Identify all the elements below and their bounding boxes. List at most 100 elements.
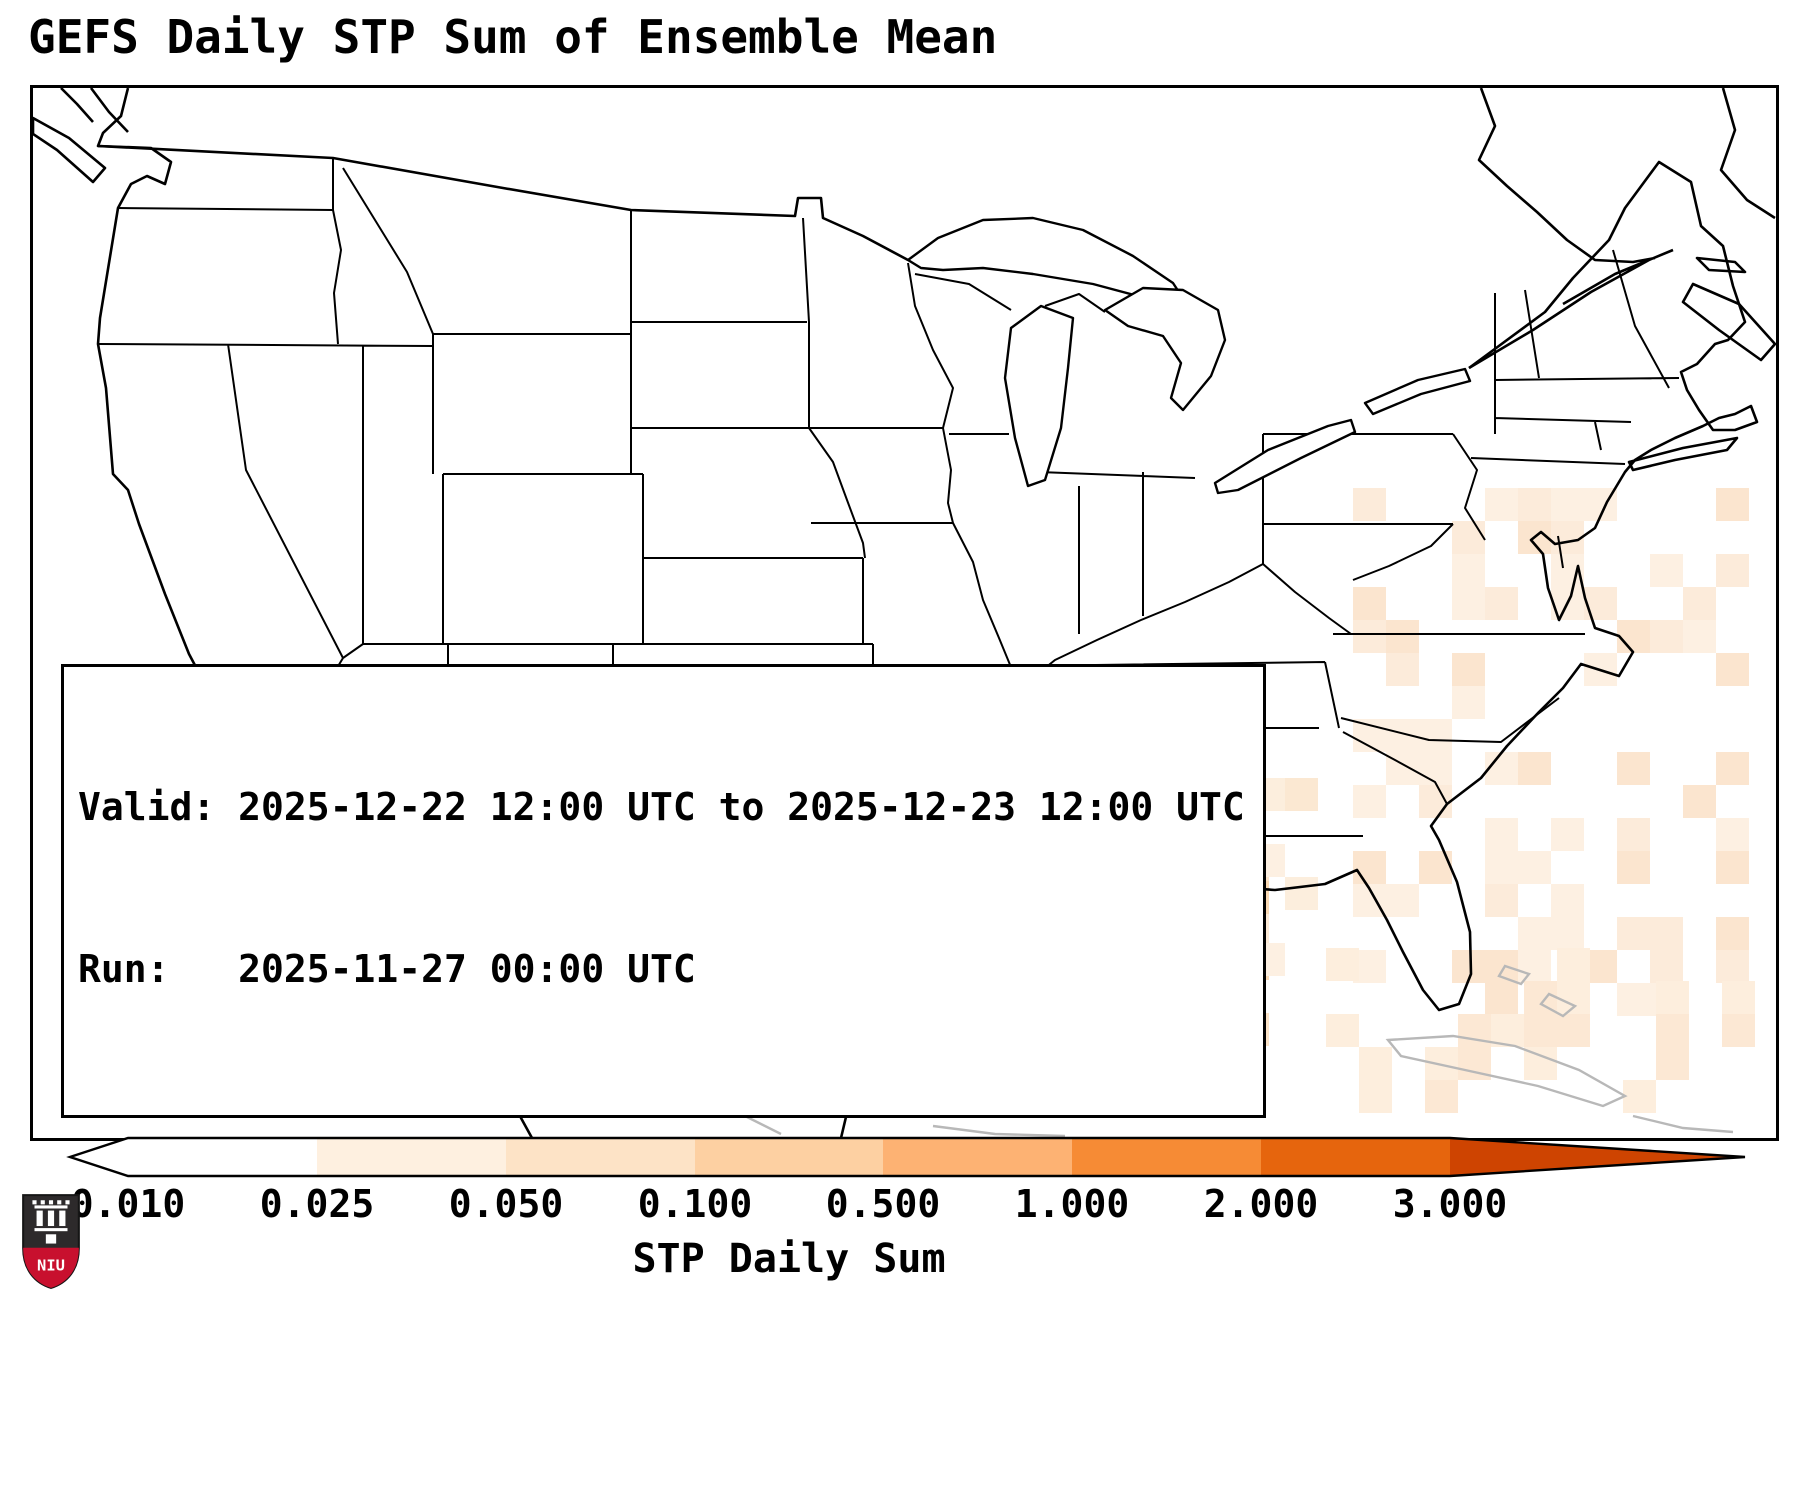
run-time-text: Run: 2025-11-27 00:00 UTC — [78, 947, 696, 992]
validity-info-box: Valid: 2025-12-22 12:00 UTC to 2025-12-2… — [61, 664, 1266, 1118]
stp-cell — [1716, 752, 1749, 785]
colorbar-under-arrow — [70, 1138, 128, 1176]
stp-cell — [1716, 851, 1749, 884]
stp-cell — [1326, 948, 1359, 981]
stp-cell — [1386, 620, 1419, 653]
stp-cell — [1518, 488, 1551, 521]
stp-cell — [1485, 884, 1518, 917]
valid-time-text: Valid: 2025-12-22 12:00 UTC to 2025-12-2… — [78, 785, 1245, 830]
niu-logo: NIU — [22, 1194, 80, 1289]
tick-label: 2.000 — [1203, 1182, 1319, 1226]
stp-cell — [1359, 1080, 1392, 1113]
stp-cell — [1656, 1047, 1689, 1080]
stp-cell — [1557, 1014, 1590, 1047]
stp-cell — [1485, 752, 1518, 785]
stp-cell — [1353, 785, 1386, 818]
stp-cell — [1617, 620, 1650, 653]
stp-cell — [1485, 983, 1518, 1016]
tick-label: 0.500 — [825, 1182, 941, 1226]
canada-maritime-coast — [1468, 88, 1776, 370]
lake-huron — [1103, 286, 1227, 412]
lake-ontario — [1363, 367, 1472, 416]
michigan-up-lines — [914, 273, 1106, 313]
lake-erie — [1213, 418, 1357, 495]
tick-label: 3.000 — [1392, 1182, 1508, 1226]
canada-border — [97, 144, 909, 262]
stp-cell — [1485, 818, 1518, 851]
stp-cell — [1419, 785, 1452, 818]
stp-cell — [1722, 981, 1755, 1014]
stp-cell — [1452, 653, 1485, 686]
stp-cell — [1419, 752, 1452, 785]
colorbar-segment — [883, 1138, 1072, 1176]
stp-cell — [1551, 818, 1584, 851]
logo-red-band — [23, 1247, 79, 1288]
stp-cell — [1656, 1014, 1689, 1047]
stp-cell — [1419, 719, 1452, 752]
long-island-outline — [1627, 436, 1739, 472]
gray-geography — [650, 964, 1734, 1138]
stp-cell — [1353, 620, 1386, 653]
colorbar-segment — [506, 1138, 695, 1176]
stp-cell — [1650, 620, 1683, 653]
stp-cell — [1452, 686, 1485, 719]
stp-cell — [1683, 587, 1716, 620]
stp-cell — [1584, 587, 1617, 620]
stp-cell — [1353, 851, 1386, 884]
cuba-outline — [1385, 1034, 1628, 1108]
stp-cell — [1452, 587, 1485, 620]
stp-cell — [1716, 653, 1749, 686]
stp-cell — [1617, 917, 1650, 950]
stp-cell — [1353, 587, 1386, 620]
stp-cell — [1716, 488, 1749, 521]
stp-cell — [1518, 950, 1551, 983]
colorbar-segment — [1261, 1138, 1450, 1176]
colorbar-outline — [66, 1136, 1746, 1178]
stp-cell — [1716, 917, 1749, 950]
stp-cell — [1617, 818, 1650, 851]
stp-cell — [1650, 554, 1683, 587]
stp-cell — [1425, 1080, 1458, 1113]
stp-cell — [1359, 1047, 1392, 1080]
colorbar-segment — [128, 1138, 317, 1176]
colorbar — [66, 1136, 1746, 1178]
stp-cell — [1491, 1014, 1524, 1047]
stp-cell — [1722, 1014, 1755, 1047]
stp-cell — [1518, 752, 1551, 785]
lake-michigan — [1003, 304, 1075, 488]
stp-cell — [1353, 488, 1386, 521]
stp-cell — [1683, 785, 1716, 818]
tick-label: 0.050 — [448, 1182, 564, 1226]
colorbar-segment — [317, 1138, 506, 1176]
logo-text: NIU — [37, 1256, 65, 1274]
colorbar-segment — [695, 1138, 883, 1176]
colorbar-tick-labels: 0.010 0.025 0.050 0.100 0.500 1.000 2.00… — [60, 1182, 1755, 1230]
figure-title: GEFS Daily STP Sum of Ensemble Mean — [28, 10, 998, 64]
stp-cell — [1386, 653, 1419, 686]
stp-cell — [1386, 884, 1419, 917]
stp-cell — [1452, 521, 1485, 554]
stp-cell — [1285, 877, 1318, 910]
stp-cell — [1485, 587, 1518, 620]
stp-cell — [1617, 851, 1650, 884]
western-state-lines — [97, 158, 873, 773]
stp-cell — [1650, 917, 1683, 950]
stp-cell — [1650, 950, 1683, 983]
nova-scotia-outline — [1681, 256, 1776, 362]
tick-label: 0.025 — [259, 1182, 375, 1226]
tick-label: 0.010 — [70, 1182, 186, 1226]
great-lakes — [906, 216, 1472, 495]
stp-cell — [1551, 521, 1584, 554]
stp-cell — [1656, 981, 1689, 1014]
stp-cell — [1716, 818, 1749, 851]
stp-cell — [1518, 917, 1551, 950]
stp-cell — [1623, 1080, 1656, 1113]
stp-cell — [1452, 554, 1485, 587]
stp-cell — [1485, 488, 1518, 521]
stp-cell — [1485, 851, 1518, 884]
stp-cell — [1551, 488, 1584, 521]
map-panel: Valid: 2025-12-22 12:00 UTC to 2025-12-2… — [30, 85, 1779, 1141]
stp-cell — [1551, 884, 1584, 917]
stp-cell — [1716, 554, 1749, 587]
